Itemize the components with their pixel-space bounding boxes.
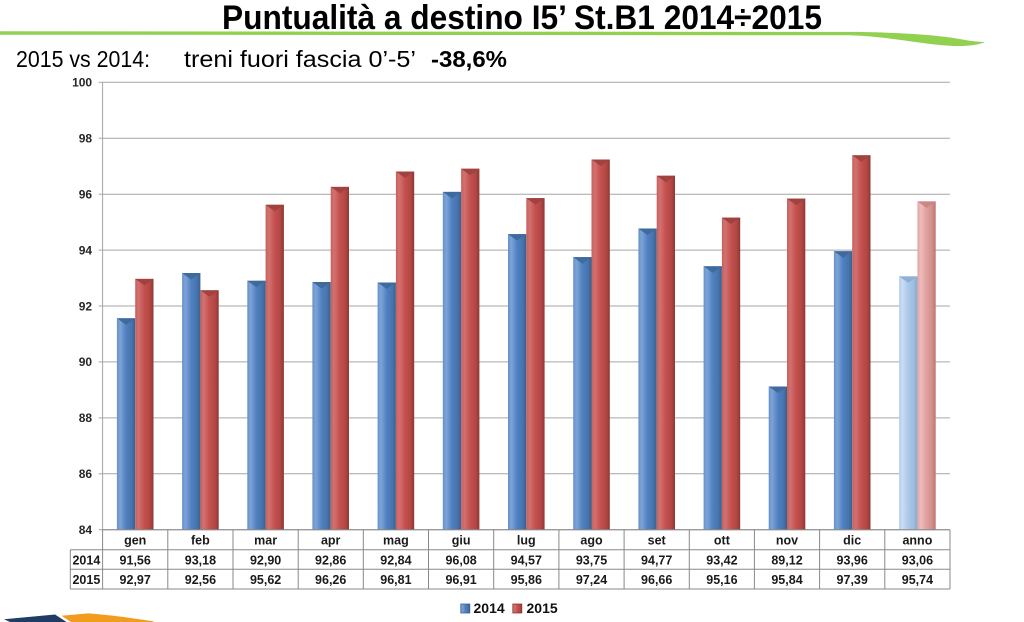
- svg-text:92,97: 92,97: [120, 573, 151, 587]
- svg-text:92,84: 92,84: [380, 553, 411, 567]
- svg-text:93,06: 93,06: [902, 553, 933, 567]
- svg-text:Puntualità a destino I5’ St.B1: Puntualità a destino I5’ St.B1 2014÷2015: [222, 0, 822, 37]
- svg-text:96,91: 96,91: [445, 573, 476, 587]
- svg-text:lug: lug: [517, 534, 536, 548]
- svg-text:92: 92: [79, 299, 93, 313]
- svg-text:100: 100: [72, 76, 92, 90]
- svg-text:89,12: 89,12: [771, 553, 802, 567]
- svg-text:95,62: 95,62: [250, 573, 281, 587]
- svg-text:feb: feb: [191, 534, 210, 548]
- svg-text:93,75: 93,75: [576, 553, 607, 567]
- svg-text:nov: nov: [776, 534, 798, 548]
- svg-text:93,18: 93,18: [185, 553, 216, 567]
- svg-text:94,77: 94,77: [641, 553, 672, 567]
- svg-text:ott: ott: [714, 534, 731, 548]
- svg-text:96,08: 96,08: [445, 553, 476, 567]
- svg-text:93,42: 93,42: [706, 553, 737, 567]
- svg-text:92,90: 92,90: [250, 553, 281, 567]
- svg-text:95,86: 95,86: [511, 573, 542, 587]
- svg-text:mag: mag: [383, 534, 409, 548]
- svg-text:97,24: 97,24: [576, 573, 607, 587]
- svg-text:dic: dic: [843, 534, 861, 548]
- svg-text:set: set: [648, 534, 667, 548]
- svg-text:2014: 2014: [72, 553, 100, 567]
- svg-text:92,86: 92,86: [315, 553, 346, 567]
- svg-text:88: 88: [79, 411, 93, 425]
- svg-text:96,81: 96,81: [380, 573, 411, 587]
- svg-text:94,57: 94,57: [511, 553, 542, 567]
- svg-text:96,66: 96,66: [641, 573, 672, 587]
- svg-text:2015: 2015: [72, 573, 100, 587]
- svg-text:96,26: 96,26: [315, 573, 346, 587]
- svg-text:95,16: 95,16: [706, 573, 737, 587]
- svg-text:84: 84: [79, 523, 93, 537]
- svg-text:giu: giu: [452, 534, 471, 548]
- svg-text:-38,6%: -38,6%: [431, 46, 507, 72]
- svg-text:94: 94: [79, 243, 93, 257]
- svg-text:2015: 2015: [527, 600, 558, 616]
- svg-text:92,56: 92,56: [185, 573, 216, 587]
- svg-text:97,39: 97,39: [837, 573, 868, 587]
- svg-text:anno: anno: [902, 534, 932, 548]
- svg-text:95,74: 95,74: [902, 573, 933, 587]
- svg-text:95,84: 95,84: [771, 573, 802, 587]
- svg-text:93,96: 93,96: [837, 553, 868, 567]
- svg-text:98: 98: [79, 132, 93, 146]
- svg-text:2015 vs 2014:: 2015 vs 2014:: [16, 46, 150, 72]
- svg-text:treni fuori fascia 0’-5’: treni fuori fascia 0’-5’: [184, 46, 416, 72]
- svg-text:96: 96: [79, 188, 93, 202]
- svg-text:gen: gen: [124, 534, 146, 548]
- svg-text:86: 86: [79, 467, 93, 481]
- svg-text:ago: ago: [580, 534, 603, 548]
- svg-text:2014: 2014: [474, 600, 505, 616]
- svg-text:apr: apr: [321, 534, 341, 548]
- svg-text:91,56: 91,56: [120, 553, 151, 567]
- svg-text:mar: mar: [254, 534, 277, 548]
- svg-text:90: 90: [79, 355, 93, 369]
